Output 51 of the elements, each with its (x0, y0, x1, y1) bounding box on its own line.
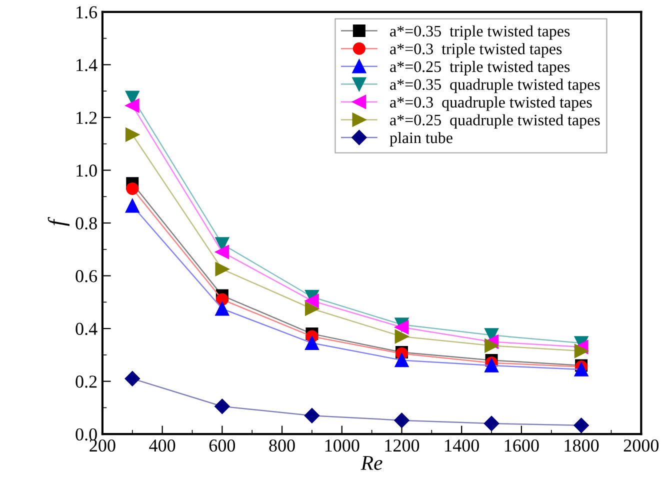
y-tick-label: 0.2 (76, 376, 97, 388)
y-tick-label: 0.8 (76, 217, 97, 230)
x-tick-label: 1200 (385, 439, 420, 452)
x-tick-label: 800 (269, 439, 295, 452)
point (305, 336, 319, 350)
point (125, 128, 140, 142)
legend-label: plain tube (390, 132, 452, 146)
x-tick-label: 600 (209, 439, 236, 452)
x-tick-label: 200 (90, 439, 116, 452)
point (484, 338, 498, 353)
point (125, 198, 140, 213)
x-axis-title: Re (360, 456, 382, 470)
y-tick-label: 1.4 (76, 59, 98, 72)
point (394, 412, 410, 428)
legend-label: a*=0.3 triple twisted tapes (390, 43, 562, 58)
x-tick-label: 1000 (325, 439, 360, 452)
legend-label: a*=0.35 quadruple twisted tapes (390, 78, 600, 94)
x-tick-label: 1600 (504, 439, 539, 452)
point (305, 294, 319, 308)
point (574, 362, 588, 376)
y-axis-title: f (48, 216, 70, 226)
point (215, 302, 230, 316)
point (304, 408, 320, 424)
point (125, 98, 140, 113)
legend-label: a*=0.3 quadruple twisted tapes (390, 96, 592, 111)
point (394, 330, 409, 344)
x-tick-label: 400 (149, 439, 176, 452)
legend-label: a*=0.25 quadruple twisted tapes (390, 114, 600, 129)
point (484, 416, 500, 432)
point (394, 320, 409, 334)
point (305, 302, 319, 316)
point (124, 371, 140, 386)
y-tick-label: 1.6 (76, 6, 98, 18)
point (126, 182, 139, 195)
legend-label: a*=0.35 triple twisted tapes (390, 25, 570, 40)
point (574, 418, 589, 433)
y-tick-label: 0.6 (76, 270, 98, 282)
x-tick-label: 1800 (564, 439, 599, 452)
x-tick-label: 2000 (624, 439, 659, 452)
point (215, 245, 230, 259)
point (484, 358, 498, 372)
point (215, 262, 230, 276)
point (394, 353, 409, 368)
point (214, 398, 230, 414)
legend-label: a*=0.25 triple twisted tapes (390, 60, 570, 76)
y-tick-label: 1.0 (76, 164, 97, 177)
point (574, 344, 588, 358)
y-tick-label: 0.4 (76, 322, 98, 336)
y-tick-label: 0.0 (76, 428, 97, 441)
y-tick-label: 1.2 (76, 112, 97, 124)
x-tick-label: 1400 (445, 439, 479, 452)
